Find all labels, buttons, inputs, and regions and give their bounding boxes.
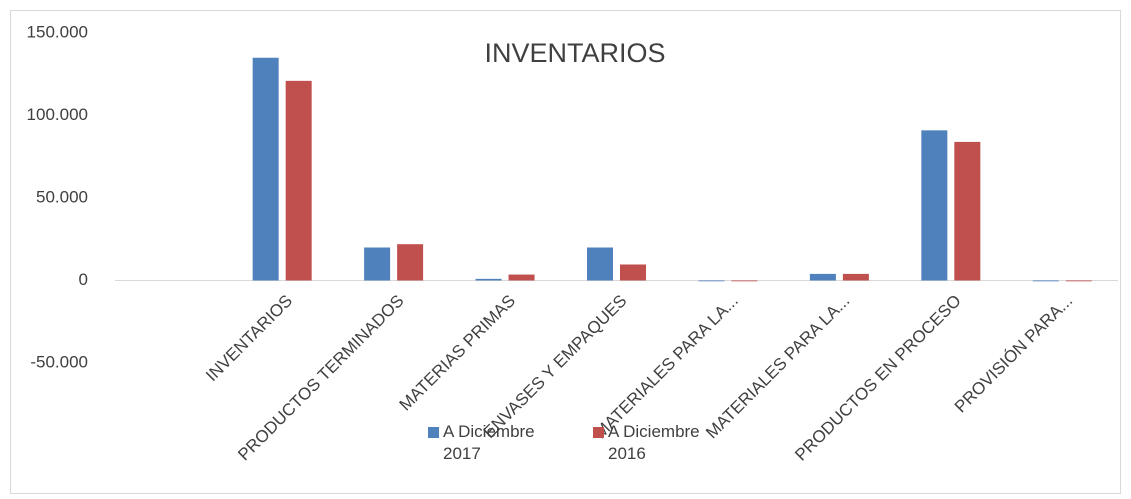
bar [364, 247, 391, 281]
bar [1065, 280, 1092, 282]
legend-label: A Diciembre 2016 [608, 422, 700, 463]
bar [475, 278, 502, 281]
legend-swatch [593, 427, 604, 438]
bar [921, 130, 948, 281]
legend-entry: A Diciembre 2017 [443, 422, 535, 463]
x-tick-label: MATERIAS PRIMAS [396, 291, 519, 414]
bar [508, 274, 535, 281]
chart-title: INVENTARIOS [484, 38, 665, 68]
y-tick-label: 150.000 [27, 22, 88, 41]
x-tick-label: INVENTARIOS [202, 291, 296, 385]
bar [285, 80, 312, 281]
bar [954, 141, 981, 281]
legend-label: A Diciembre 2017 [443, 422, 535, 463]
legend-entry: A Diciembre 2016 [608, 422, 700, 463]
bar [620, 264, 646, 281]
y-tick-label: 0 [79, 270, 88, 289]
y-tick-label: -50.000 [30, 352, 88, 371]
y-tick-label: 100.000 [27, 105, 88, 124]
chart-border [10, 10, 1121, 494]
legend-swatch [428, 427, 439, 438]
bar [1032, 280, 1059, 282]
bar [731, 280, 758, 282]
bar [252, 57, 279, 281]
bar [842, 273, 869, 281]
bar [698, 280, 725, 282]
bar [587, 247, 613, 281]
y-tick-label: 50.000 [36, 187, 88, 206]
bar [397, 244, 424, 281]
x-tick-label: PROVISIÓN PARA... [951, 291, 1076, 416]
bar [809, 273, 836, 281]
